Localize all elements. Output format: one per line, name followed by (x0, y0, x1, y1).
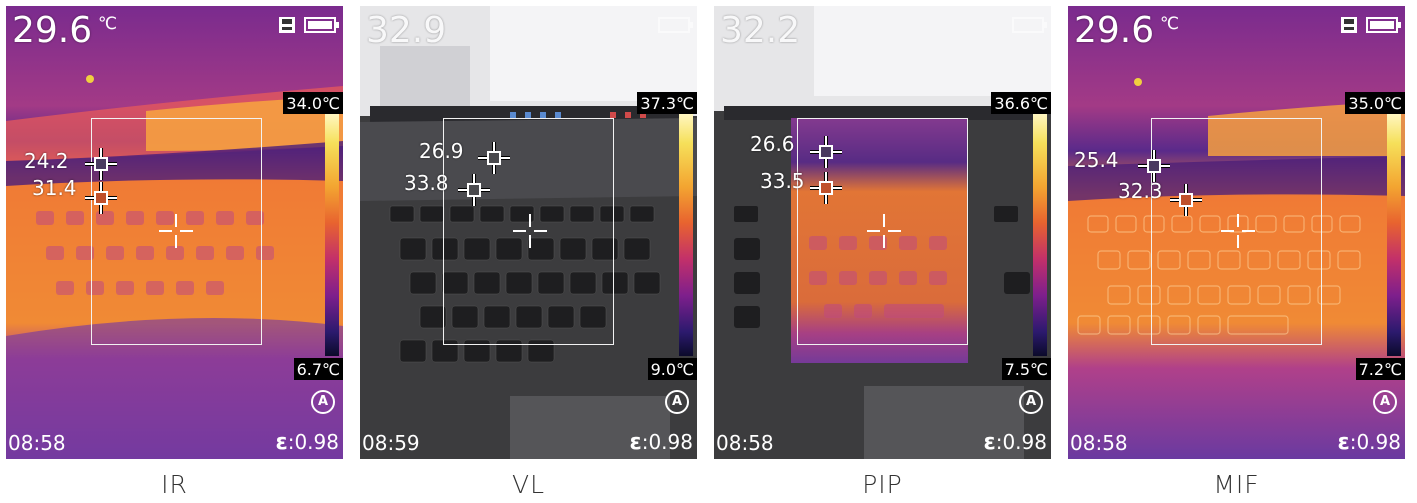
hot-point-cursor-icon[interactable] (85, 182, 117, 214)
color-palette-bar (679, 114, 693, 356)
main-temperature: 32.2 (720, 10, 801, 51)
emissivity-number: :0.98 (641, 430, 693, 454)
scale-max-temperature: 37.3℃ (637, 92, 697, 114)
mif-caption: MIF (1213, 470, 1260, 499)
center-crosshair-icon (513, 214, 547, 248)
vl-caption: VL (511, 470, 546, 499)
mif-overlay: 29.6 ℃ 35.0℃ 7.2℃ A 25.4 32.3 08:58 (1068, 6, 1405, 459)
ir-caption: IR (161, 470, 188, 499)
vl-overlay: 32.9 37.3℃ 9.0℃ A 26.9 33.8 08:59 ε:0.98 (360, 6, 697, 459)
clock-time: 08:58 (8, 431, 66, 455)
temperature-unit: ℃ (1160, 14, 1180, 34)
emissivity-number: :0.98 (287, 430, 339, 454)
hot-point-cursor-icon[interactable] (810, 172, 842, 204)
battery-icon (304, 17, 339, 33)
measurement-area-box[interactable] (443, 118, 614, 345)
measurement-area-box[interactable] (91, 118, 262, 345)
measurement-area-box[interactable] (797, 118, 968, 345)
cold-point-cursor-icon[interactable] (478, 142, 510, 174)
main-temperature: 29.6 (1074, 10, 1155, 51)
emissivity-value: ε:0.98 (1337, 430, 1401, 455)
cold-point-cursor-icon[interactable] (810, 136, 842, 168)
mif-panel: 29.6 ℃ 35.0℃ 7.2℃ A 25.4 32.3 08:58 (1068, 6, 1405, 459)
epsilon-symbol: ε (983, 430, 996, 455)
clock-time: 08:59 (362, 431, 420, 455)
pip-caption: PIP (862, 470, 903, 499)
scale-min-temperature: 7.5℃ (1001, 358, 1051, 380)
scale-max-temperature: 36.6℃ (991, 92, 1051, 114)
scale-max-temperature: 34.0℃ (283, 92, 343, 114)
auto-mode-icon[interactable]: A (1019, 390, 1043, 414)
battery-icon (1012, 17, 1047, 33)
visible-light-image (360, 6, 697, 459)
clock-time: 08:58 (716, 431, 774, 455)
sd-card-icon (1341, 17, 1357, 33)
hot-point-cursor-icon[interactable] (1170, 184, 1202, 216)
pip-panel: 32.2 36.6℃ 7.5℃ A 26.6 33.5 08:58 ε:0.98 (714, 6, 1051, 459)
hot-point-label: 33.8 (404, 171, 449, 195)
emissivity-number: :0.98 (995, 430, 1047, 454)
hot-point-label: 32.3 (1118, 179, 1163, 203)
emissivity-value: ε:0.98 (629, 430, 693, 455)
center-crosshair-icon (1221, 214, 1255, 248)
fusion-image (1068, 6, 1405, 459)
center-crosshair-icon (867, 214, 901, 248)
epsilon-symbol: ε (275, 430, 288, 455)
color-palette-bar (1033, 114, 1047, 356)
clock-time: 08:58 (1070, 431, 1128, 455)
main-temperature: 29.6 (12, 10, 93, 51)
color-palette-bar (1387, 114, 1401, 356)
emissivity-number: :0.98 (1349, 430, 1401, 454)
scale-min-temperature: 6.7℃ (293, 358, 343, 380)
main-temperature: 32.9 (366, 10, 447, 51)
pip-overlay: 32.2 36.6℃ 7.5℃ A 26.6 33.5 08:58 ε:0.98 (714, 6, 1051, 459)
color-palette-bar (325, 114, 339, 356)
cold-point-cursor-icon[interactable] (85, 148, 117, 180)
scale-min-temperature: 7.2℃ (1355, 358, 1405, 380)
scale-min-temperature: 9.0℃ (647, 358, 697, 380)
ir-overlay: 29.6 ℃ 34.0℃ 6.7℃ A 24.2 31.4 08:58 (6, 6, 343, 459)
measurement-area-box[interactable] (1151, 118, 1322, 345)
cold-point-label: 26.6 (750, 132, 795, 156)
hot-point-cursor-icon[interactable] (458, 174, 490, 206)
epsilon-symbol: ε (1337, 430, 1350, 455)
scale-max-temperature: 35.0℃ (1345, 92, 1405, 114)
cold-point-label: 25.4 (1074, 148, 1119, 172)
hot-point-label: 31.4 (32, 176, 77, 200)
battery-icon (1366, 17, 1401, 33)
emissivity-value: ε:0.98 (983, 430, 1047, 455)
cold-point-label: 26.9 (419, 139, 464, 163)
vl-panel: 32.9 37.3℃ 9.0℃ A 26.9 33.8 08:59 ε:0.98 (360, 6, 697, 459)
auto-mode-icon[interactable]: A (665, 390, 689, 414)
auto-mode-icon[interactable]: A (1373, 390, 1397, 414)
auto-mode-icon[interactable]: A (311, 390, 335, 414)
sd-card-icon (279, 17, 295, 33)
epsilon-symbol: ε (629, 430, 642, 455)
center-crosshair-icon (159, 214, 193, 248)
ir-panel: 29.6 ℃ 34.0℃ 6.7℃ A 24.2 31.4 08:58 (6, 6, 343, 459)
cold-point-label: 24.2 (24, 149, 69, 173)
cold-point-cursor-icon[interactable] (1138, 150, 1170, 182)
temperature-unit: ℃ (98, 14, 118, 34)
hot-point-label: 33.5 (760, 169, 805, 193)
emissivity-value: ε:0.98 (275, 430, 339, 455)
picture-in-picture-image (714, 6, 1051, 459)
battery-icon (658, 17, 693, 33)
